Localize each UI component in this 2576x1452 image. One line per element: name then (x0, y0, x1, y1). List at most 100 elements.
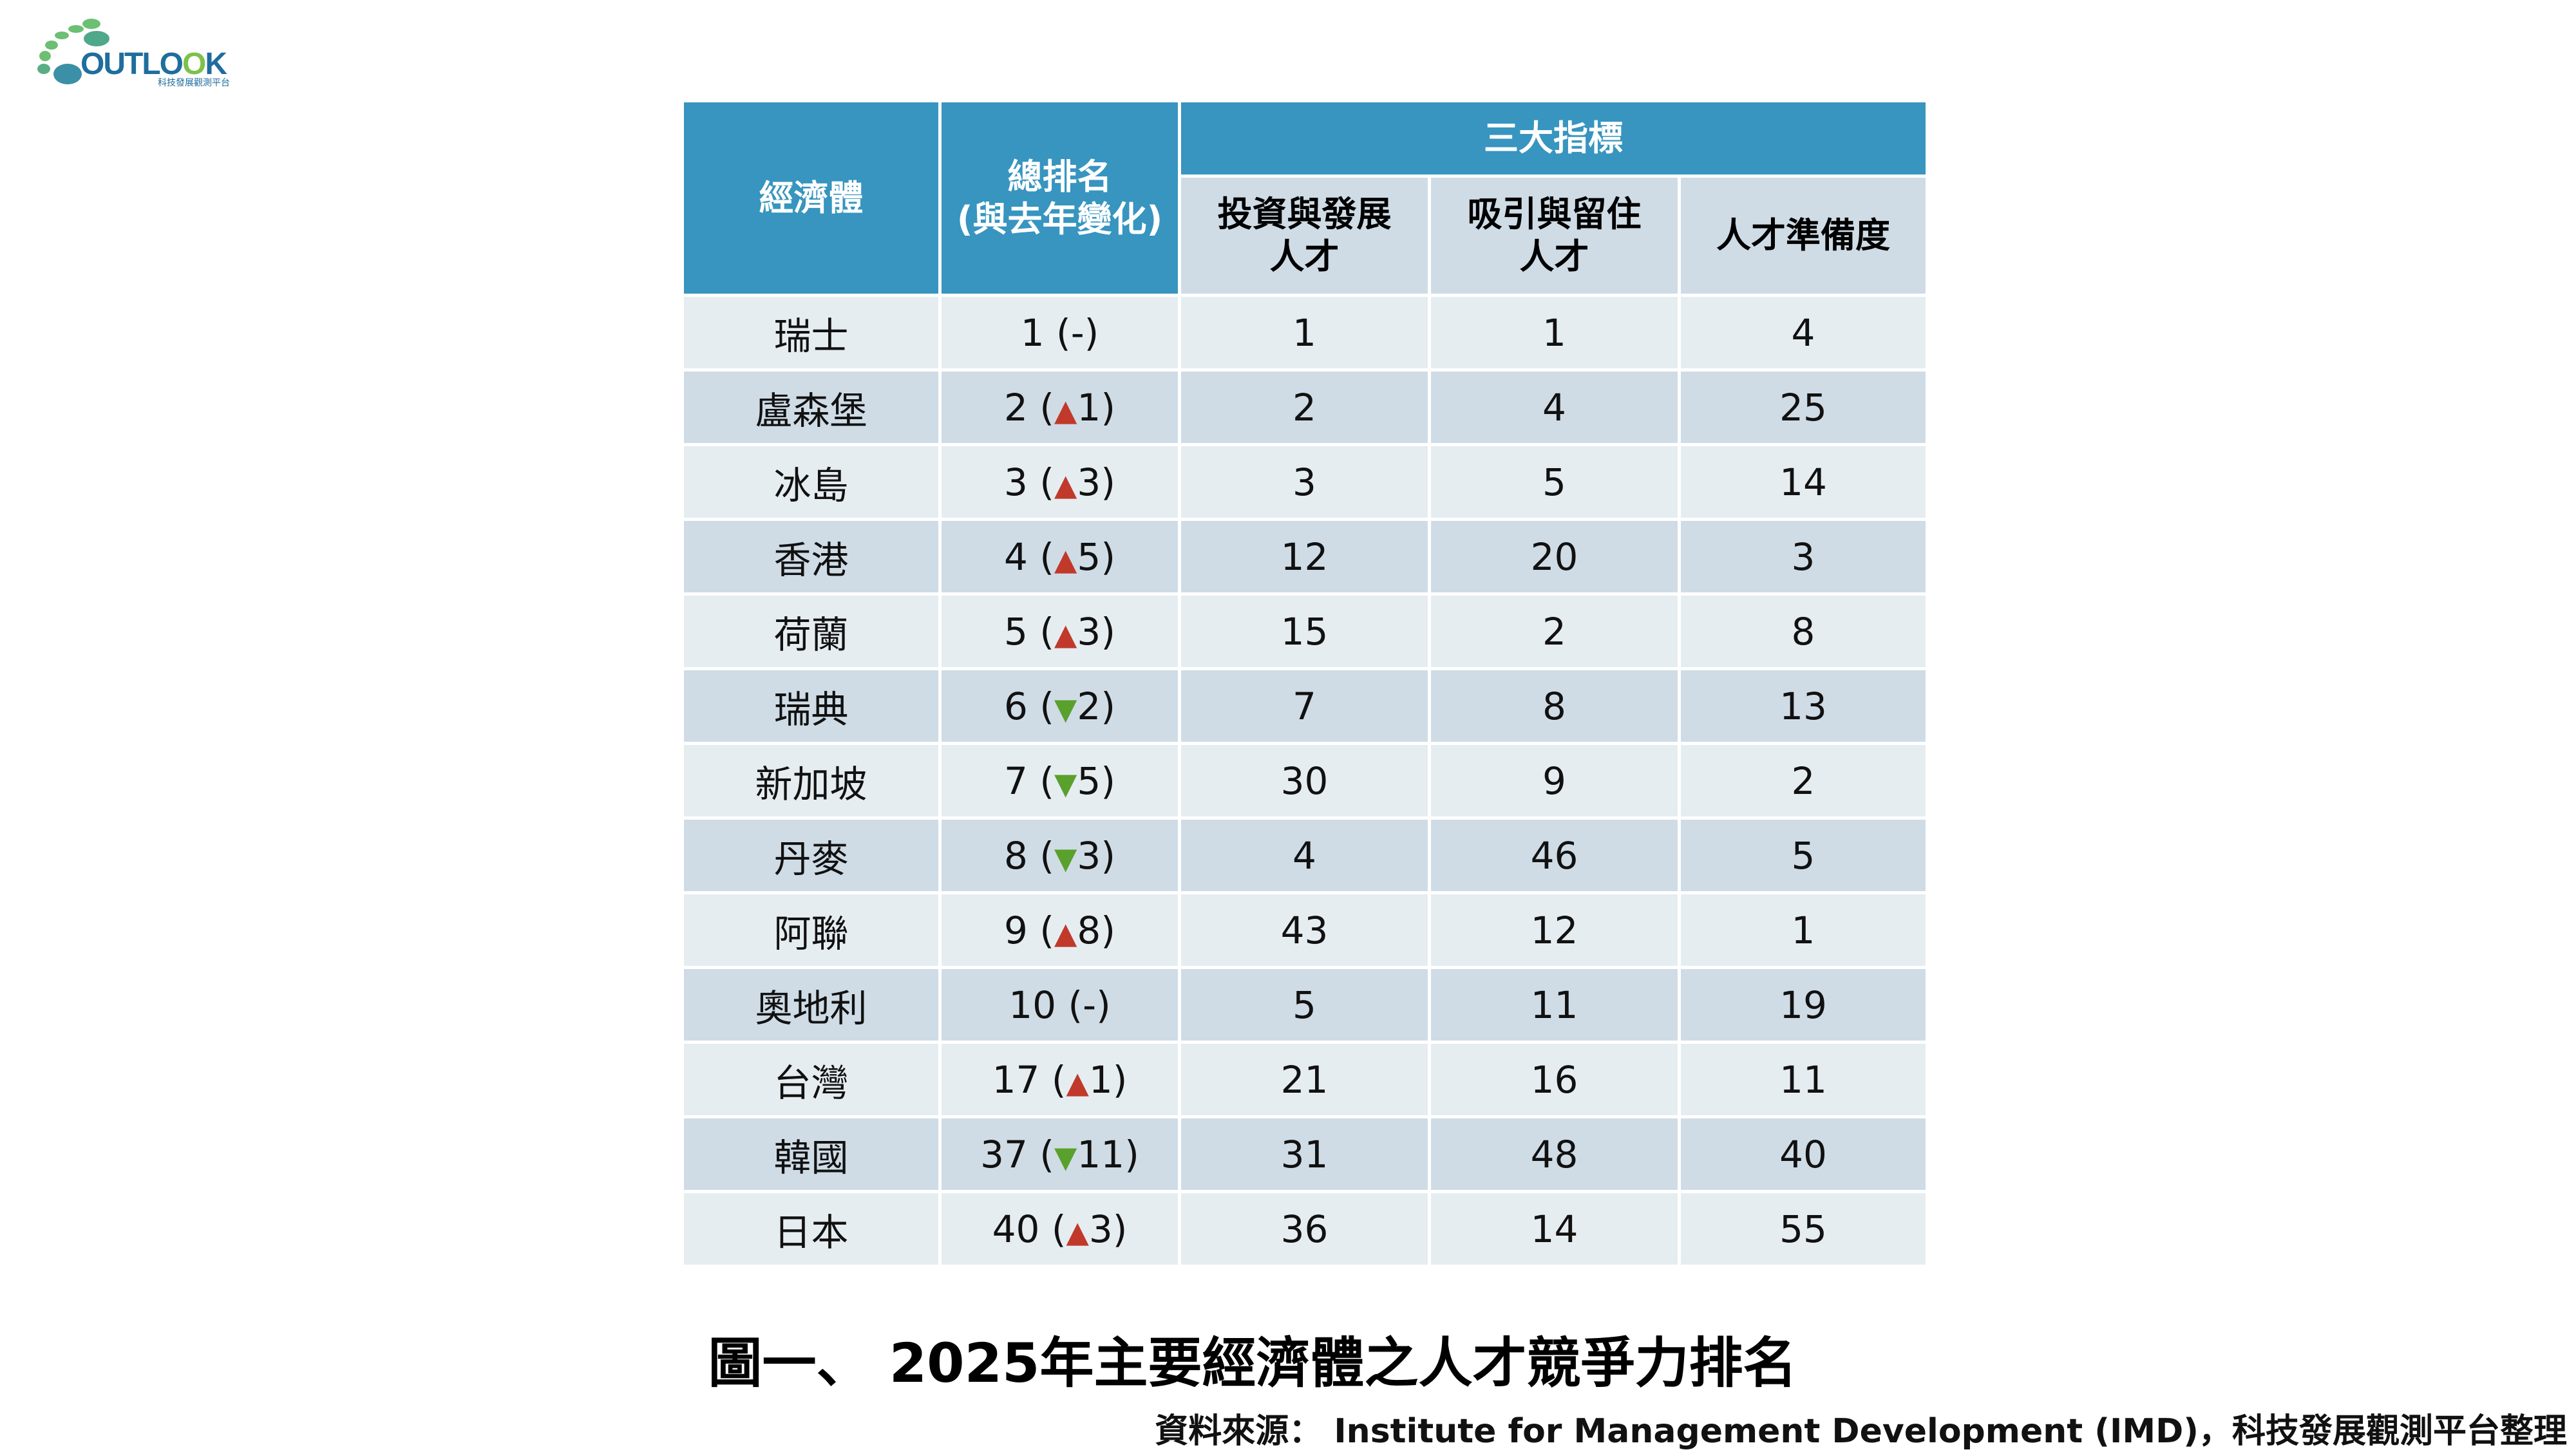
cell-indicator-2: 48 (1431, 1118, 1678, 1190)
cell-indicator-1: 12 (1181, 521, 1428, 592)
cell-indicator-2: 12 (1431, 894, 1678, 966)
cell-economy: 瑞士 (684, 297, 938, 368)
arrow-down-icon: ▼ (1054, 840, 1077, 876)
table-row: 冰島 3 (▲3) 3 5 14 (684, 446, 1926, 518)
table-row: 香港 4 (▲5) 12 20 3 (684, 521, 1926, 592)
cell-indicator-3: 1 (1681, 894, 1926, 966)
cell-economy: 韓國 (684, 1118, 938, 1190)
table-row: 瑞士 1 (-) 1 1 4 (684, 297, 1926, 368)
cell-indicator-1: 4 (1181, 820, 1428, 891)
header-rank-line2: (與去年變化) (956, 198, 1163, 240)
table-row: 日本 40 (▲3) 36 14 55 (684, 1193, 1926, 1265)
cell-overall-rank: 5 (▲3) (942, 596, 1178, 667)
cell-overall-rank: 2 (▲1) (942, 372, 1178, 443)
cell-indicator-3: 3 (1681, 521, 1926, 592)
arrow-up-icon: ▲ (1054, 542, 1077, 577)
header-indicator-2: 吸引與留住 人才 (1431, 178, 1678, 294)
cell-indicator-1: 3 (1181, 446, 1428, 518)
arrow-up-icon: ▲ (1054, 616, 1077, 652)
cell-overall-rank: 9 (▲8) (942, 894, 1178, 966)
cell-indicator-2: 20 (1431, 521, 1678, 592)
cell-overall-rank: 6 (▼2) (942, 670, 1178, 742)
table-row: 阿聯 9 (▲8) 43 12 1 (684, 894, 1926, 966)
cell-economy: 瑞典 (684, 670, 938, 742)
header-indicator-1: 投資與發展 人才 (1181, 178, 1428, 294)
cell-indicator-1: 5 (1181, 969, 1428, 1041)
table-row: 奧地利 10 (-) 5 11 19 (684, 969, 1926, 1041)
cell-economy: 台灣 (684, 1044, 938, 1115)
cell-indicator-3: 13 (1681, 670, 1926, 742)
cell-overall-rank: 4 (▲5) (942, 521, 1178, 592)
cell-overall-rank: 7 (▼5) (942, 745, 1178, 816)
cell-indicator-1: 2 (1181, 372, 1428, 443)
cell-indicator-3: 19 (1681, 969, 1926, 1041)
arrow-up-icon: ▲ (1054, 392, 1077, 428)
cell-indicator-2: 5 (1431, 446, 1678, 518)
cell-indicator-2: 16 (1431, 1044, 1678, 1115)
cell-economy: 荷蘭 (684, 596, 938, 667)
arrow-up-icon: ▲ (1054, 915, 1077, 950)
table-row: 荷蘭 5 (▲3) 15 2 8 (684, 596, 1926, 667)
cell-economy: 新加坡 (684, 745, 938, 816)
cell-economy: 奧地利 (684, 969, 938, 1041)
arrow-up-icon: ▲ (1066, 1214, 1089, 1249)
arrow-down-icon: ▼ (1054, 766, 1077, 801)
cell-economy: 日本 (684, 1193, 938, 1265)
table-row: 台灣 17 (▲1) 21 16 11 (684, 1044, 1926, 1115)
cell-indicator-3: 55 (1681, 1193, 1926, 1265)
outlook-logo: OUTLOOK 科技發展觀測平台 (37, 19, 230, 87)
cell-overall-rank: 3 (▲3) (942, 446, 1178, 518)
figure-caption: 圖一、 2025年主要經濟體之人才競爭力排名 (708, 1332, 1797, 1395)
cell-indicator-1: 7 (1181, 670, 1428, 742)
table-row: 韓國 37 (▼11) 31 48 40 (684, 1118, 1926, 1190)
cell-overall-rank: 37 (▼11) (942, 1118, 1178, 1190)
header-three-indicators: 三大指標 (1181, 102, 1926, 174)
cell-indicator-2: 1 (1431, 297, 1678, 368)
cell-indicator-3: 2 (1681, 745, 1926, 816)
header-indicator-3: 人才準備度 (1681, 178, 1926, 294)
cell-overall-rank: 40 (▲3) (942, 1193, 1178, 1265)
cell-indicator-2: 46 (1431, 820, 1678, 891)
table-row: 盧森堡 2 (▲1) 2 4 25 (684, 372, 1926, 443)
cell-indicator-2: 2 (1431, 596, 1678, 667)
cell-indicator-3: 40 (1681, 1118, 1926, 1190)
cell-economy: 阿聯 (684, 894, 938, 966)
cell-economy: 丹麥 (684, 820, 938, 891)
cell-overall-rank: 17 (▲1) (942, 1044, 1178, 1115)
cell-indicator-3: 14 (1681, 446, 1926, 518)
cell-economy: 盧森堡 (684, 372, 938, 443)
cell-indicator-1: 15 (1181, 596, 1428, 667)
cell-indicator-1: 43 (1181, 894, 1428, 966)
table-row: 新加坡 7 (▼5) 30 9 2 (684, 745, 1926, 816)
cell-indicator-1: 21 (1181, 1044, 1428, 1115)
header-overall-rank: 總排名 (與去年變化) (942, 102, 1178, 294)
cell-indicator-3: 11 (1681, 1044, 1926, 1115)
cell-indicator-3: 8 (1681, 596, 1926, 667)
cell-indicator-2: 9 (1431, 745, 1678, 816)
cell-economy: 冰島 (684, 446, 938, 518)
cell-economy: 香港 (684, 521, 938, 592)
cell-overall-rank: 1 (-) (942, 297, 1178, 368)
cell-indicator-1: 31 (1181, 1118, 1428, 1190)
arrow-up-icon: ▲ (1066, 1064, 1089, 1100)
cell-indicator-1: 1 (1181, 297, 1428, 368)
cell-indicator-3: 4 (1681, 297, 1926, 368)
arrow-down-icon: ▼ (1054, 691, 1077, 726)
cell-indicator-3: 25 (1681, 372, 1926, 443)
source-note: 資料來源： Institute for Management Developme… (1155, 1412, 2567, 1451)
cell-indicator-2: 8 (1431, 670, 1678, 742)
table-row: 丹麥 8 (▼3) 4 46 5 (684, 820, 1926, 891)
cell-indicator-1: 36 (1181, 1193, 1428, 1265)
cell-indicator-2: 14 (1431, 1193, 1678, 1265)
talent-ranking-table: 經濟體 總排名 (與去年變化) 三大指標 投資與發展 人才 吸引與留住 人才 人才準備… (681, 99, 1929, 1268)
cell-indicator-1: 30 (1181, 745, 1428, 816)
svg-text:科技發展觀測平台: 科技發展觀測平台 (158, 78, 230, 87)
svg-text:OUTLOOK: OUTLOOK (80, 47, 227, 81)
header-rank-line1: 總排名 (1007, 156, 1112, 197)
cell-overall-rank: 10 (-) (942, 969, 1178, 1041)
arrow-up-icon: ▲ (1054, 467, 1077, 502)
header-economy: 經濟體 (684, 102, 938, 294)
cell-indicator-3: 5 (1681, 820, 1926, 891)
table-row: 瑞典 6 (▼2) 7 8 13 (684, 670, 1926, 742)
cell-indicator-2: 4 (1431, 372, 1678, 443)
